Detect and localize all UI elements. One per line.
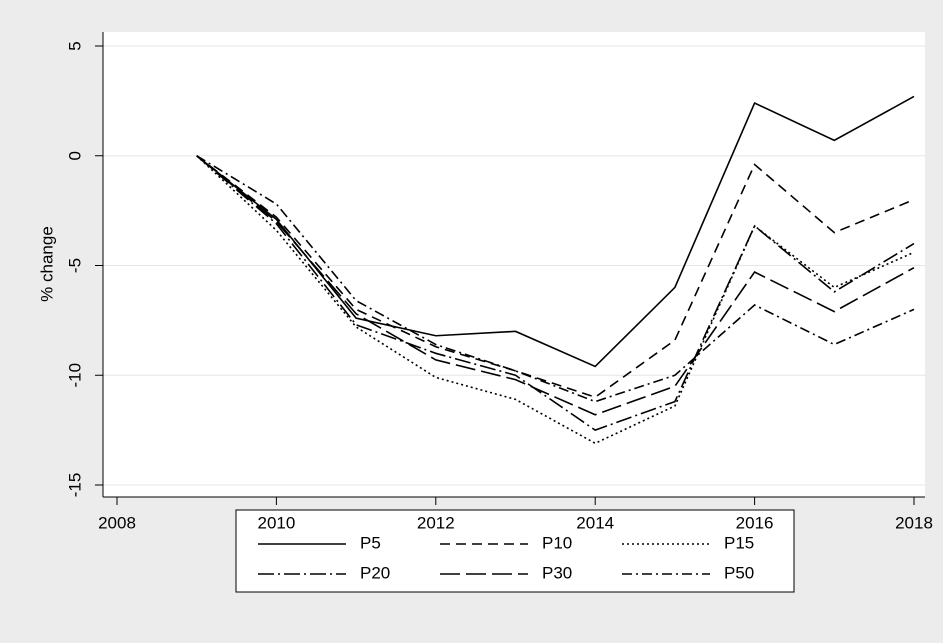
series-line [196,155,915,403]
legend-box [235,509,795,593]
y-tick-label: -5 [65,258,84,273]
y-tick-label: 0 [65,151,84,160]
y-tick-label: -10 [65,363,84,388]
x-tick-label: 2016 [736,513,774,532]
x-tick-label: 2010 [257,513,295,532]
series-line [196,155,915,445]
x-tick-label: 2012 [417,513,455,532]
legend-label: P10 [542,533,572,552]
y-axis-label: % change [37,226,56,302]
series-line [196,155,915,416]
legend-label: P20 [360,563,390,582]
x-tick-label: 2008 [98,513,136,532]
y-tick-label: -15 [65,473,84,498]
series-line [196,155,915,399]
y-tick-label: 5 [65,41,84,50]
legend-label: P50 [724,563,754,582]
series-line [196,155,915,432]
plot-area [103,32,925,497]
x-tick-label: 2018 [895,513,933,532]
x-tick-label: 2014 [576,513,614,532]
legend-label: P30 [542,563,572,582]
legend-label: P5 [360,533,381,552]
legend-label: P15 [724,533,754,552]
